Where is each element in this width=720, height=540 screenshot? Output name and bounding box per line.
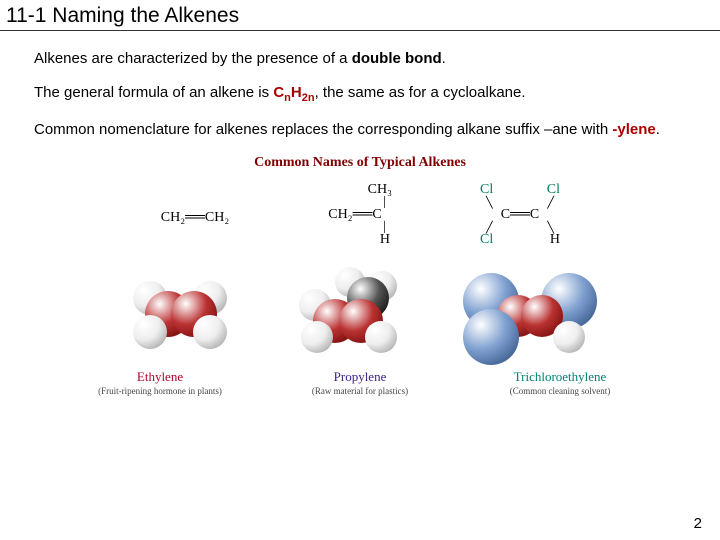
struct-tce: Cl Cl ╲╱ C══C ╱╲ Cl H [460,181,580,250]
double-bond-em: double bond [352,50,442,67]
structural-formulas: CH₂══CH₂ CH₃ │ CH₂══C │ H Cl Cl ╲╱ C══C … [34,181,686,250]
para3-a: Common nomenclature for alkenes replaces… [34,121,612,138]
formula-sub-2n: 2n [302,92,315,104]
prop-note: (Raw material for plastics) [280,385,440,397]
atom-h [553,321,585,353]
prop-line: CH₂══C [300,206,410,225]
ylene-em: -ylene [612,121,655,138]
para2-f: , the same as for a cycloalkane. [315,84,526,101]
prop-bot: H [300,231,410,250]
para2-a: The general formula of an alkene is [34,84,273,101]
tce-name: Trichloroethylene [480,368,640,386]
para-2: The general formula of an alkene is CnH2… [34,83,686,106]
cap-ethylene: Ethylene (Fruit-ripening hormone in plan… [80,368,240,398]
formula-sub-n: n [284,92,291,104]
para1-text-a: Alkenes are characterized by the presenc… [34,50,352,67]
para1-text-c: . [442,50,446,67]
model-ethylene [115,267,245,357]
eth-line: CH₂══CH₂ [140,209,250,228]
tce-bot-l: Cl [480,231,493,250]
para-3: Common nomenclature for alkenes replaces… [34,120,686,140]
atom-h [365,321,397,353]
formula-H: H [291,84,302,101]
atom-h [133,315,167,349]
cap-tce: Trichloroethylene (Common cleaning solve… [480,368,640,398]
page-number: 2 [694,515,702,532]
model-propylene [285,267,415,357]
tce-top-row: Cl Cl [460,181,580,200]
figure-title: Common Names of Typical Alkenes [34,154,686,173]
atom-h [301,321,333,353]
struct-propylene: CH₃ │ CH₂══C │ H [300,181,410,250]
struct-ethylene: CH₂══CH₂ [140,181,250,250]
eth-name: Ethylene [80,368,240,386]
body-text: Alkenes are characterized by the presenc… [0,31,720,398]
prop-name: Propylene [280,368,440,386]
slide-title: 11-1 Naming the Alkenes [0,0,720,31]
space-filling-models [34,262,686,362]
para-1: Alkenes are characterized by the presenc… [34,49,686,69]
atom-h [193,315,227,349]
tce-bot-row: Cl H [460,231,580,250]
model-tce [455,267,605,357]
cap-propylene: Propylene (Raw material for plastics) [280,368,440,398]
prop-top: CH₃ [300,181,410,200]
tce-note: (Common cleaning solvent) [480,385,640,397]
para3-c: . [656,121,660,138]
tce-line: C══C [460,206,580,225]
eth-note: (Fruit-ripening hormone in plants) [80,385,240,397]
model-captions: Ethylene (Fruit-ripening hormone in plan… [34,368,686,398]
tce-bot-r: H [550,231,560,250]
atom-cl [463,309,519,365]
formula-C: C [273,84,284,101]
